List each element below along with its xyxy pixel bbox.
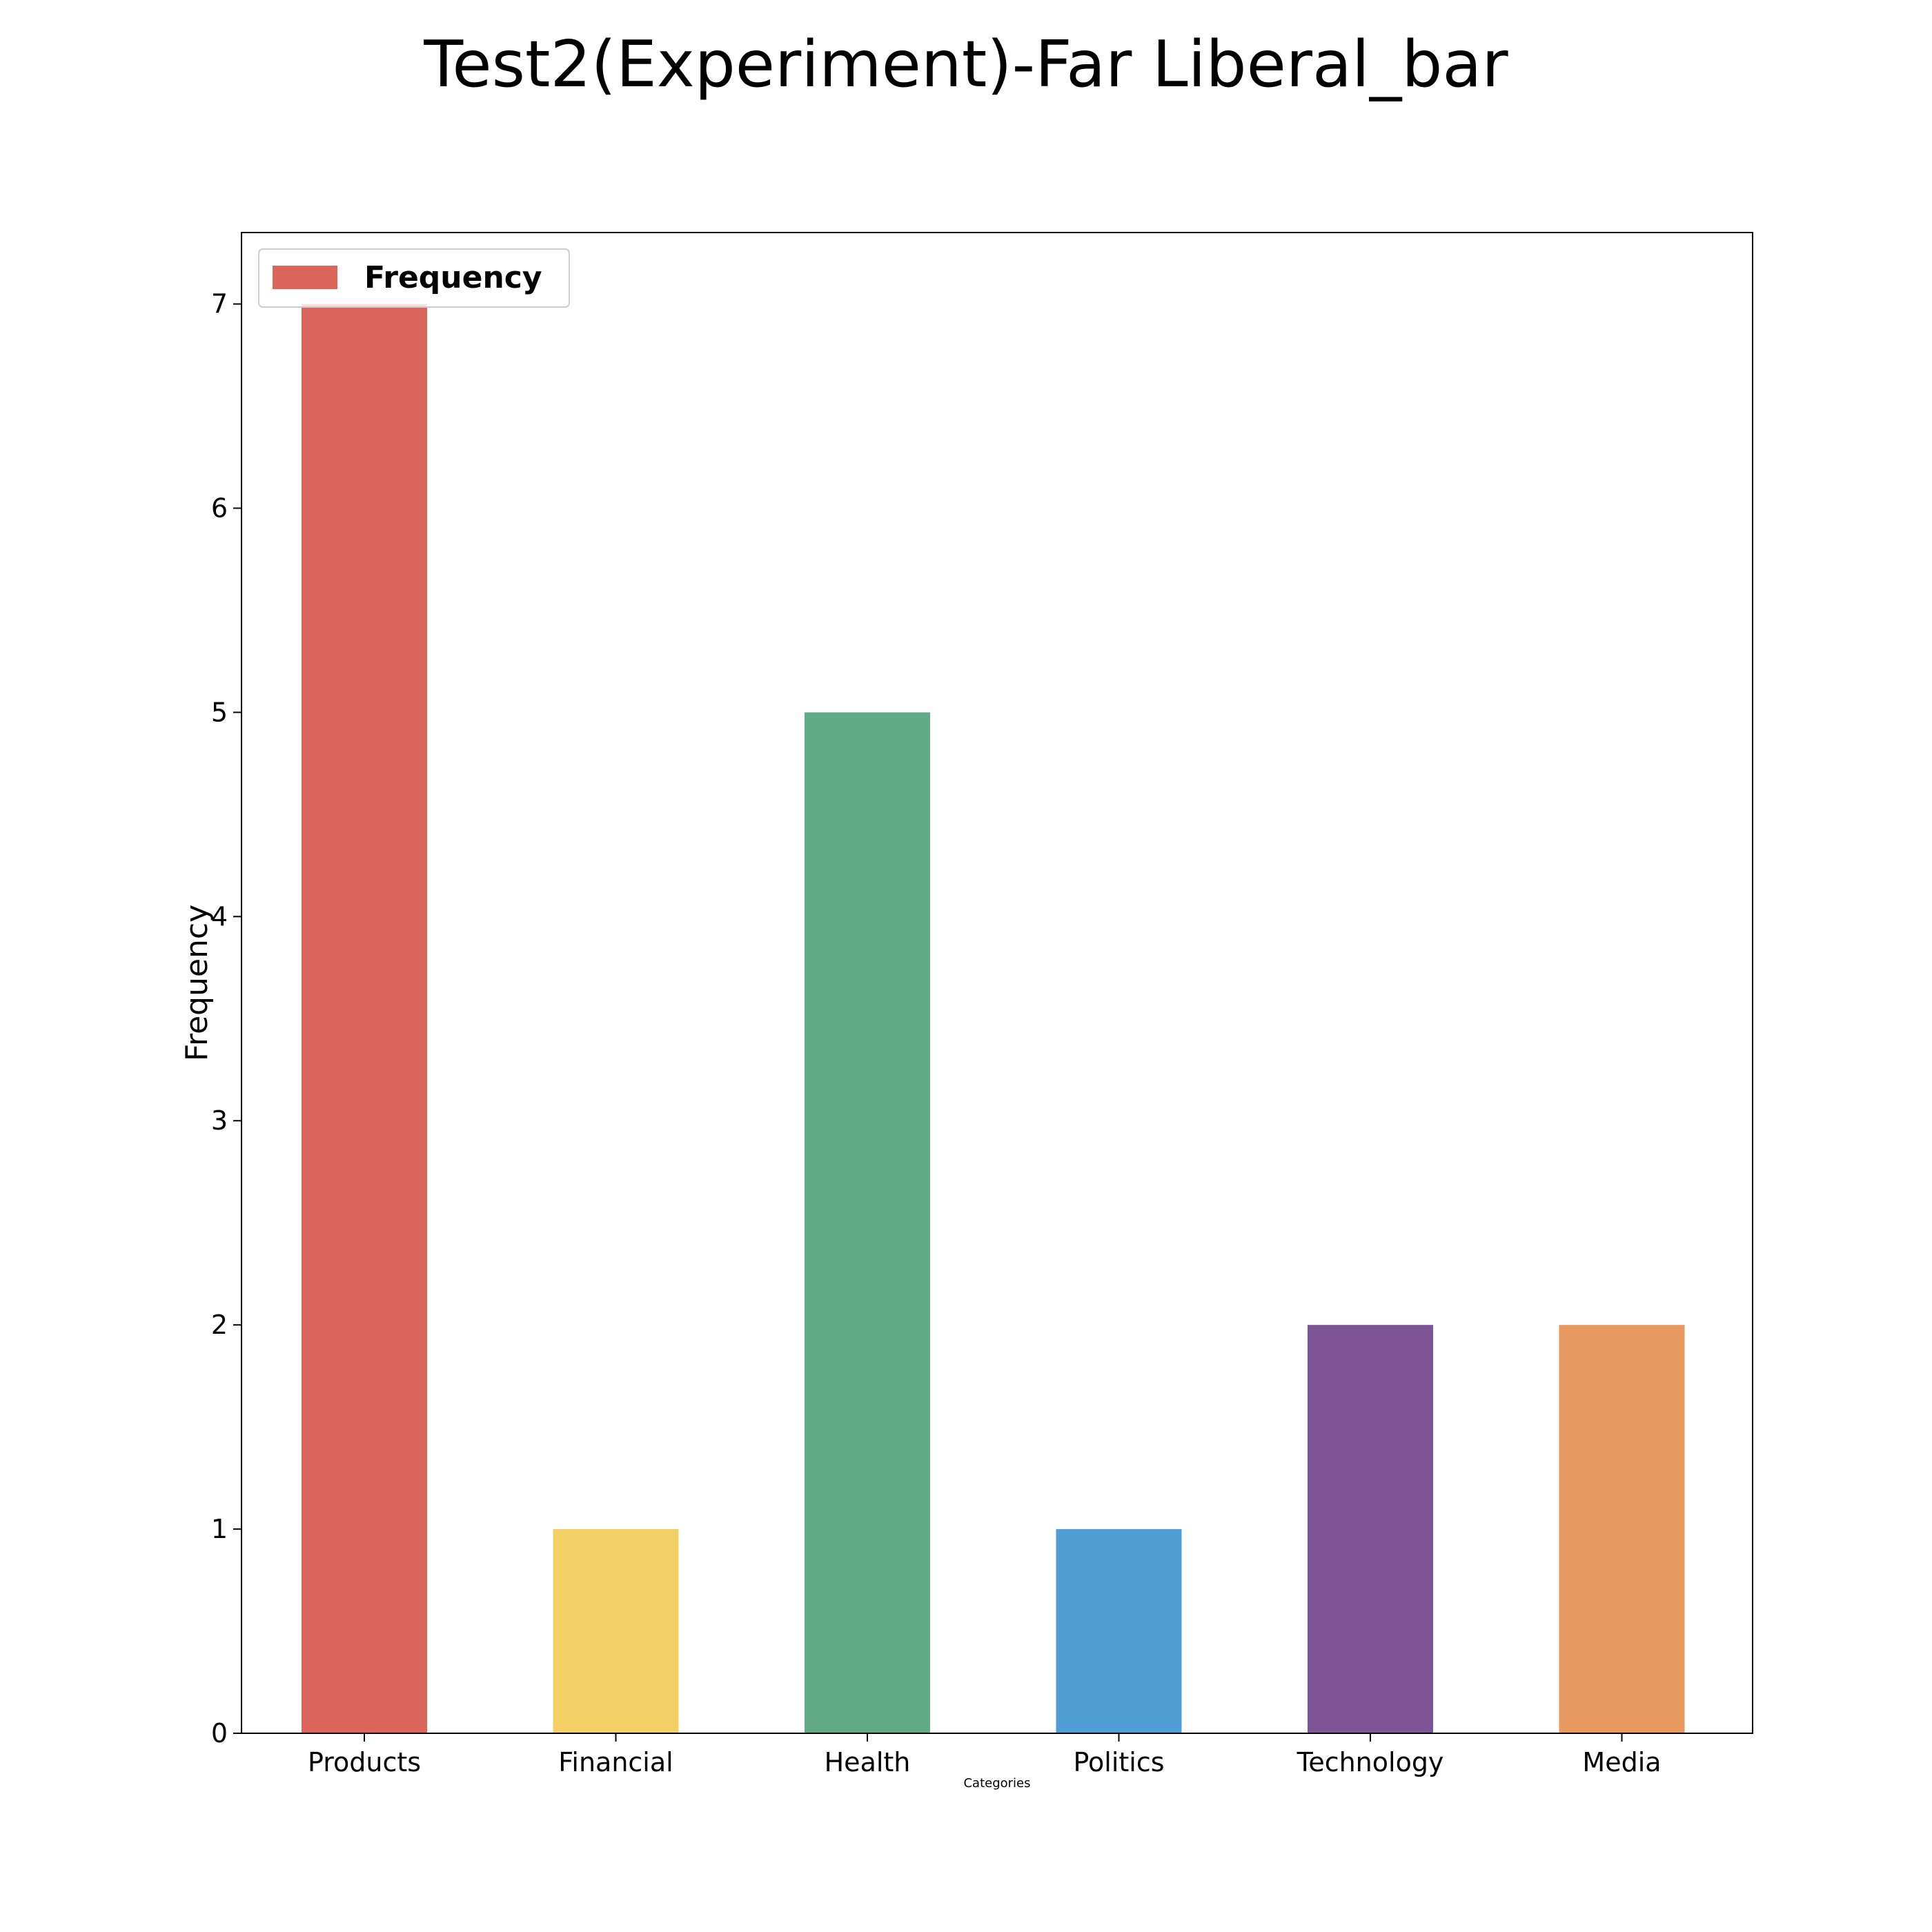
chart-title: Test2(Experiment)-Far Liberal_bar	[423, 27, 1508, 101]
y-tick-label: 0	[211, 1718, 228, 1748]
y-axis-label: Frequency	[179, 905, 215, 1061]
legend: Frequency	[258, 248, 570, 308]
bar-media	[1559, 1325, 1685, 1733]
y-tick-label: 4	[211, 901, 228, 931]
y-tick-label: 3	[211, 1105, 228, 1136]
bar-politics	[1056, 1529, 1182, 1733]
y-tick-label: 5	[211, 697, 228, 727]
y-axis-ticks: 0 1 2 3 4 5 6 7	[211, 289, 241, 1748]
bars-layer	[302, 304, 1685, 1733]
x-axis-ticks: Products Financial Health Politics Technolog…	[308, 1733, 1662, 1777]
y-tick-label: 2	[211, 1310, 228, 1340]
x-tick-label: Health	[825, 1747, 911, 1777]
x-tick-label: Politics	[1073, 1747, 1164, 1777]
x-tick-label: Technology	[1297, 1747, 1444, 1777]
y-tick-label: 6	[211, 493, 228, 523]
legend-label: Frequency	[364, 260, 542, 295]
legend-swatch	[273, 266, 337, 289]
bar-financial	[553, 1529, 679, 1733]
x-axis-label: Categories	[963, 1776, 1030, 1791]
plot-frame	[241, 232, 1753, 1734]
legend-box	[258, 248, 570, 308]
x-tick-label: Financial	[558, 1747, 673, 1777]
y-tick-label: 1	[211, 1514, 228, 1544]
bar-technology	[1308, 1325, 1433, 1733]
bar-health	[805, 712, 930, 1733]
bar-products	[302, 304, 427, 1733]
x-tick-label: Products	[308, 1747, 421, 1777]
x-tick-label: Media	[1582, 1747, 1661, 1777]
y-tick-label: 7	[211, 289, 228, 319]
